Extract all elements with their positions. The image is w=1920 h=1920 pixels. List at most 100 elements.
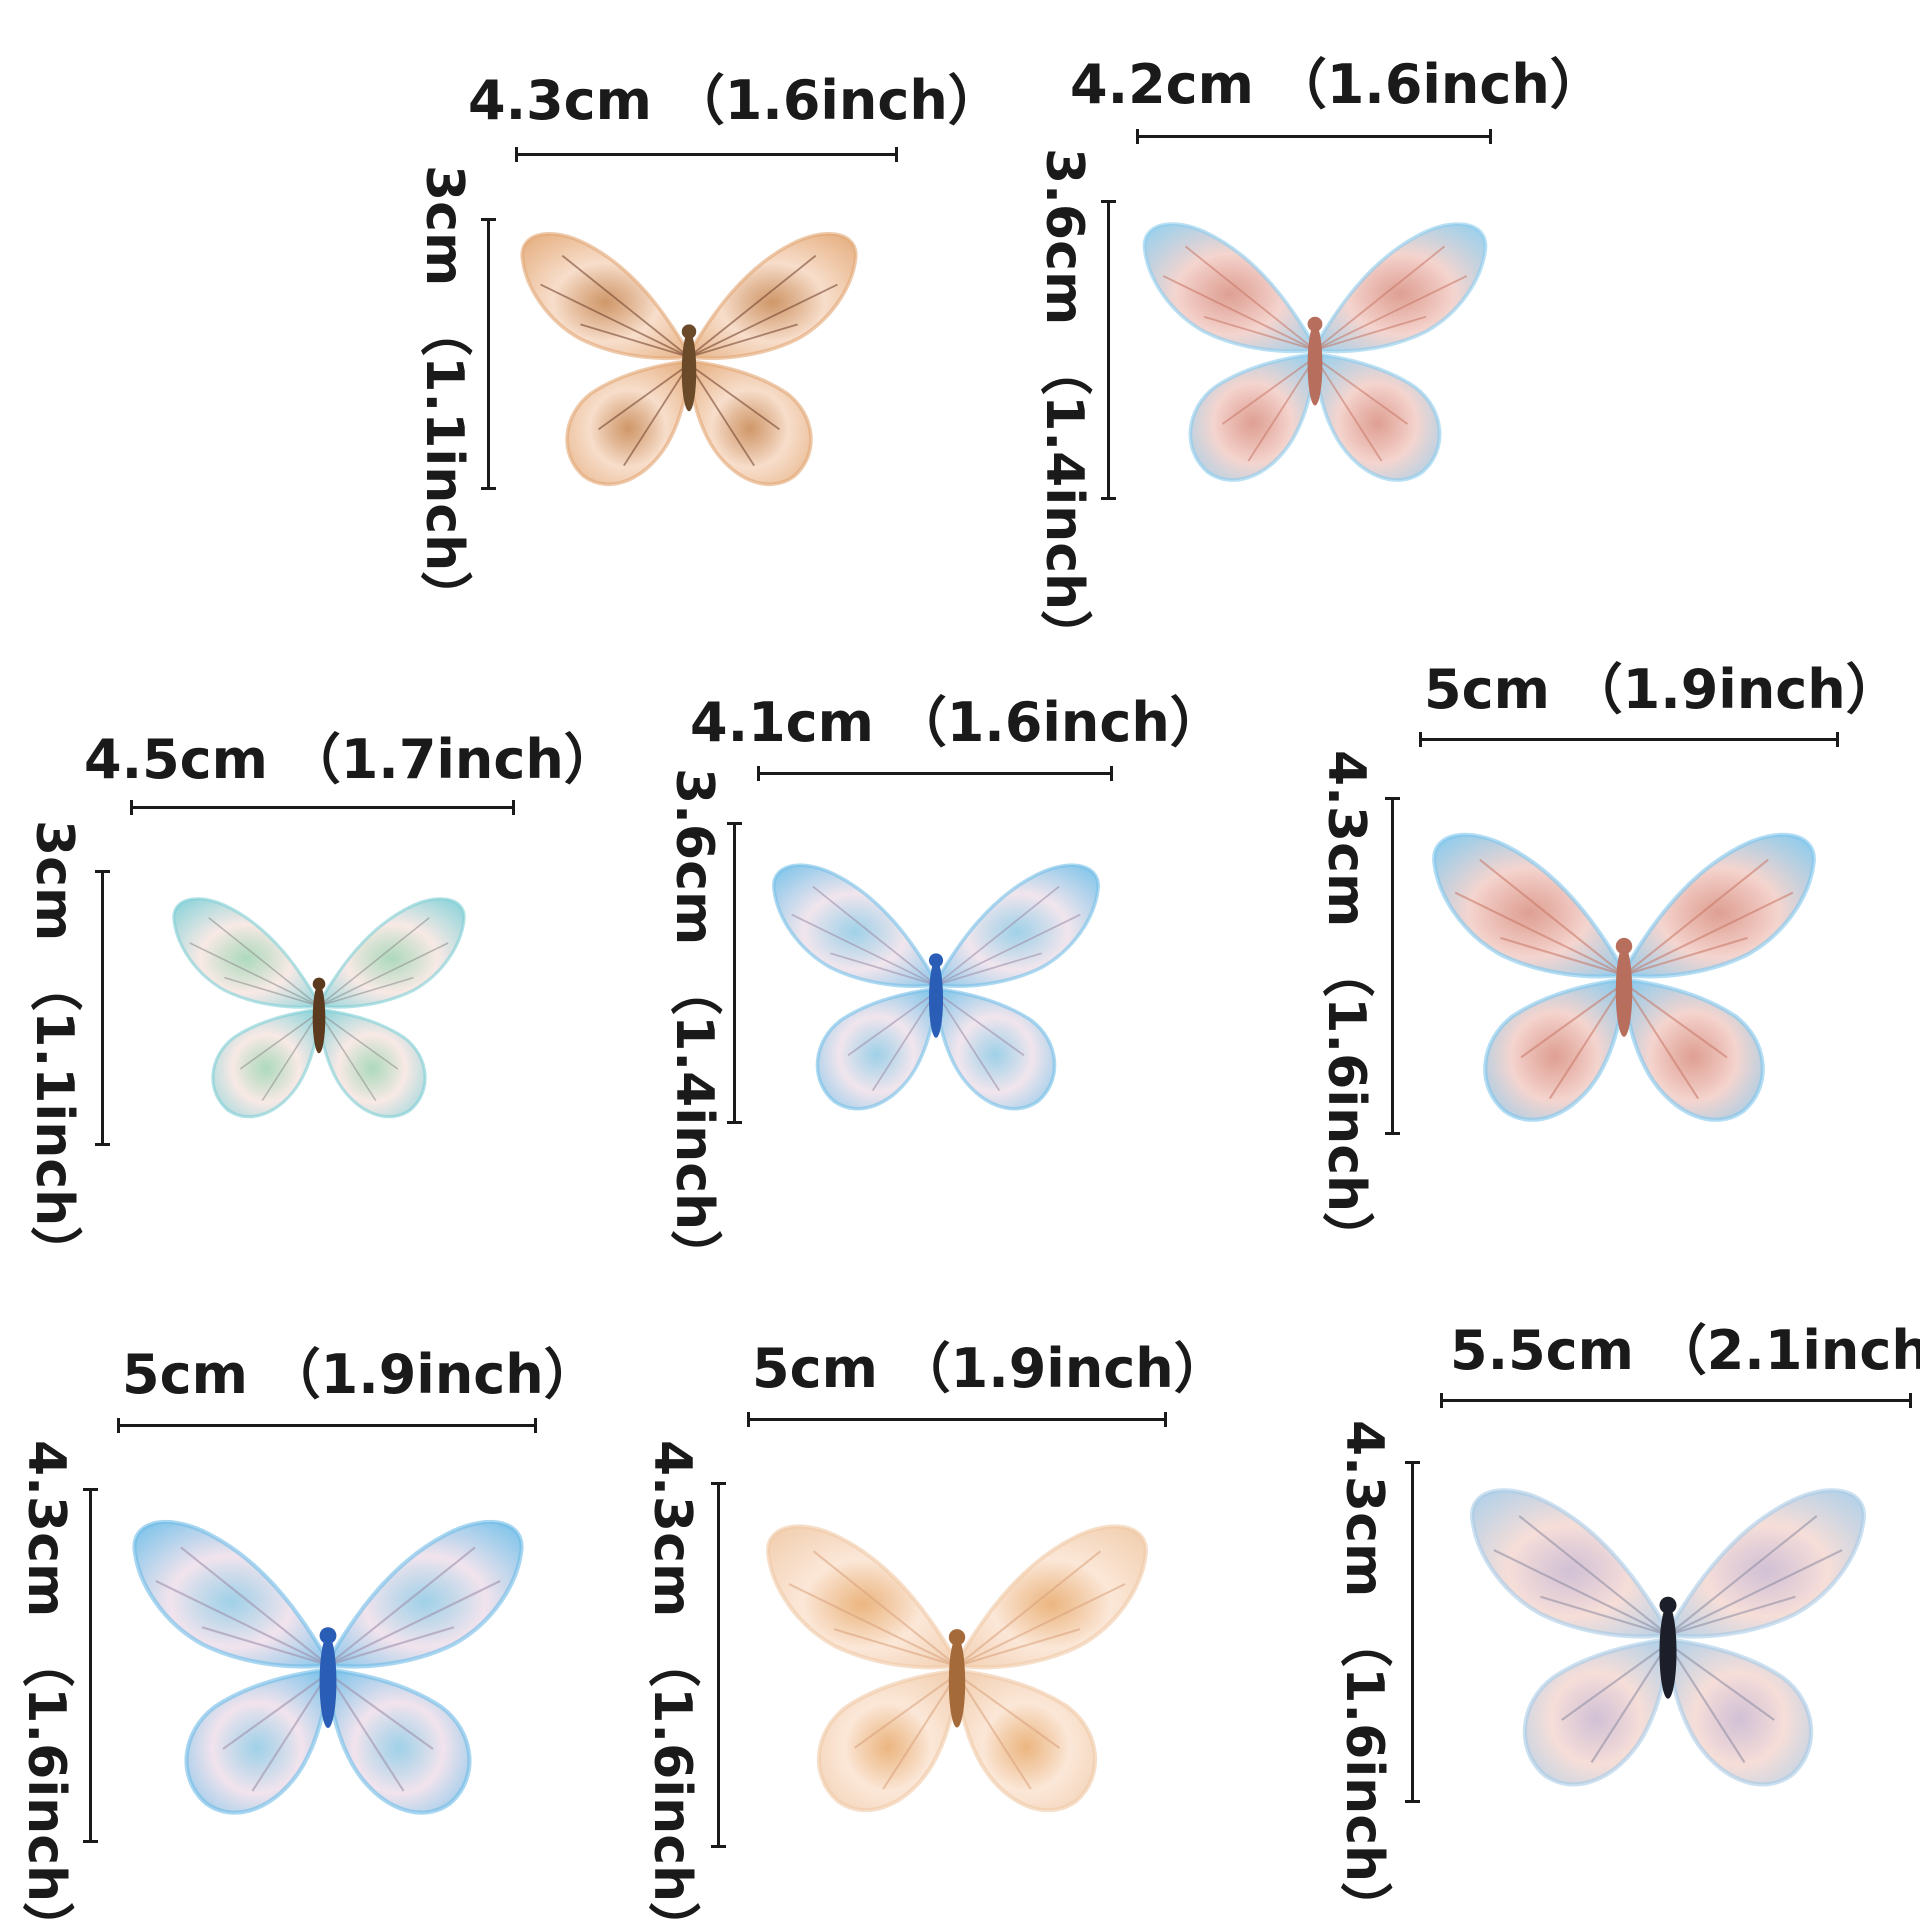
upper-wing-right: [934, 863, 1100, 988]
butterfly-image: [1142, 222, 1488, 482]
wing-vein: [318, 1011, 377, 1101]
butterfly-body: [681, 331, 697, 412]
wing-vein: [1500, 936, 1625, 976]
height-label: 4.3cm （1.6inch）: [16, 1440, 76, 1920]
wing-vein: [1247, 356, 1316, 462]
wing-vein: [327, 1672, 405, 1792]
wing-vein: [239, 1011, 320, 1070]
wing-vein: [1540, 1595, 1669, 1637]
butterfly-image: [1470, 1488, 1866, 1787]
butterfly-image: [172, 897, 466, 1119]
width-label: 4.1cm （1.6inch）: [690, 691, 1224, 754]
wing-vein: [688, 254, 817, 358]
wing-vein: [1548, 982, 1625, 1100]
wing-vein: [1314, 356, 1409, 425]
wing-vein: [1454, 891, 1625, 976]
height-label: 4.3cm （1.6inch）: [1316, 750, 1376, 1265]
butterfly-body: [319, 1635, 337, 1728]
height-measure-line: [1101, 200, 1116, 500]
width-measure-line: [117, 1418, 537, 1433]
wing-vein: [1667, 1595, 1796, 1637]
butterfly-head: [928, 953, 944, 968]
lower-wing-right: [1665, 1636, 1814, 1787]
wing-vein: [318, 942, 449, 1007]
upper-wing-left: [520, 232, 691, 361]
wing-vein: [853, 1673, 958, 1749]
wing-vein: [327, 1626, 455, 1667]
wing-vein: [935, 991, 1025, 1057]
wing-vein: [327, 1546, 476, 1666]
wing-vein: [935, 885, 1060, 986]
wing-vein: [791, 913, 937, 986]
wing-vein: [956, 1583, 1126, 1667]
upper-wing-right: [1665, 1488, 1866, 1639]
wing-vein: [318, 917, 430, 1007]
wing-vein: [1667, 1642, 1775, 1721]
wing-vein: [882, 1673, 958, 1790]
wing-vein: [812, 1550, 958, 1667]
upper-wing-right: [687, 232, 858, 361]
wing-vein: [1493, 1549, 1669, 1636]
wing-vein: [1623, 891, 1794, 976]
butterfly-body: [1615, 946, 1633, 1037]
upper-wing-right: [1621, 832, 1816, 979]
butterfly-image: [766, 1524, 1148, 1813]
wing-vein: [597, 363, 690, 431]
wing-vein: [1314, 356, 1383, 462]
width-measure-line: [130, 800, 515, 815]
wing-vein: [208, 917, 320, 1007]
wing-vein: [1667, 1515, 1818, 1636]
wing-vein: [1162, 275, 1316, 351]
wing-vein: [580, 323, 690, 358]
width-label: 5cm （1.9inch）: [752, 1337, 1228, 1400]
lower-wing-left: [211, 1007, 321, 1119]
height-measure-line: [711, 1482, 726, 1848]
lower-wing-left: [184, 1666, 331, 1815]
wing-vein: [1314, 315, 1427, 351]
lower-wing-left: [565, 358, 691, 487]
butterfly-body: [312, 983, 326, 1054]
lower-wing-right: [687, 358, 813, 487]
height-measure-line: [727, 822, 742, 1124]
height-label: 3.6cm （1.4inch）: [1034, 148, 1094, 663]
wing-vein: [688, 363, 781, 431]
butterfly-image: [520, 232, 858, 487]
width-measure-line: [1440, 1393, 1912, 1408]
wing-vein: [1561, 1642, 1669, 1721]
height-label: 3cm （1.1inch）: [24, 820, 84, 1279]
wing-vein: [561, 254, 690, 358]
wing-vein: [1590, 1642, 1669, 1764]
butterfly-head: [312, 977, 326, 991]
wing-vein: [540, 283, 690, 358]
width-label: 4.3cm （1.6inch）: [468, 69, 1002, 132]
wing-vein: [688, 363, 755, 467]
wing-vein: [1623, 982, 1700, 1100]
height-measure-line: [95, 870, 110, 1146]
wing-vein: [830, 952, 937, 986]
upper-wing-left: [132, 1519, 331, 1669]
wing-vein: [1314, 275, 1468, 351]
butterfly-head: [1615, 937, 1633, 955]
lower-wing-right: [954, 1667, 1098, 1813]
wing-vein: [1203, 315, 1316, 351]
lower-wing-left: [816, 1667, 960, 1813]
wing-vein: [847, 991, 937, 1057]
height-label: 4.3cm （1.6inch）: [642, 1440, 702, 1920]
height-label: 3.6cm （1.4inch）: [664, 768, 724, 1283]
wing-vein: [1314, 245, 1446, 351]
height-label: 4.3cm （1.6inch）: [1334, 1420, 1394, 1920]
wing-vein: [956, 1673, 1032, 1790]
wing-vein: [1623, 982, 1728, 1059]
width-label: 4.5cm （1.7inch）: [84, 728, 618, 791]
upper-wing-left: [1470, 1488, 1671, 1639]
wing-vein: [956, 1673, 1061, 1749]
lower-wing-right: [1313, 351, 1442, 482]
wing-vein: [224, 976, 320, 1007]
wing-vein: [189, 942, 320, 1007]
width-measure-line: [515, 147, 898, 162]
wing-vein: [623, 363, 690, 467]
width-measure-line: [1419, 732, 1839, 747]
wing-vein: [935, 952, 1042, 986]
wing-vein: [812, 885, 937, 986]
